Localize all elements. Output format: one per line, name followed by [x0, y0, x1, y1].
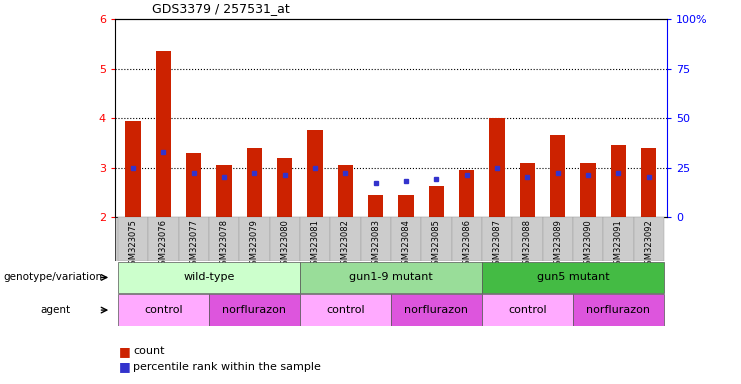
- Bar: [580, 162, 596, 217]
- Text: GDS3379 / 257531_at: GDS3379 / 257531_at: [152, 2, 290, 15]
- Bar: [482, 217, 512, 261]
- Bar: [641, 148, 657, 217]
- Text: control: control: [144, 305, 183, 315]
- Bar: [209, 217, 239, 261]
- Bar: [603, 217, 634, 261]
- Bar: [550, 136, 565, 217]
- Text: agent: agent: [41, 305, 71, 315]
- Bar: [542, 217, 573, 261]
- Text: GSM323076: GSM323076: [159, 219, 168, 270]
- Bar: [391, 295, 482, 326]
- Bar: [125, 121, 141, 217]
- Text: GSM323078: GSM323078: [219, 219, 228, 270]
- Bar: [482, 295, 573, 326]
- Bar: [573, 295, 664, 326]
- Bar: [186, 153, 202, 217]
- Bar: [573, 217, 603, 261]
- Text: GSM323075: GSM323075: [128, 219, 138, 270]
- Text: ■: ■: [119, 360, 130, 373]
- Text: control: control: [326, 305, 365, 315]
- Bar: [300, 262, 482, 293]
- Bar: [156, 51, 171, 217]
- Bar: [634, 217, 664, 261]
- Bar: [490, 118, 505, 217]
- Bar: [118, 295, 209, 326]
- Text: GSM323079: GSM323079: [250, 219, 259, 270]
- Text: GSM323086: GSM323086: [462, 219, 471, 270]
- Text: GSM323091: GSM323091: [614, 219, 623, 270]
- Bar: [308, 131, 322, 217]
- Bar: [330, 217, 361, 261]
- Text: norflurazon: norflurazon: [222, 305, 286, 315]
- Text: GSM323081: GSM323081: [310, 219, 319, 270]
- Bar: [611, 145, 626, 217]
- Bar: [216, 165, 232, 217]
- Bar: [421, 217, 451, 261]
- Text: norflurazon: norflurazon: [405, 305, 468, 315]
- Text: percentile rank within the sample: percentile rank within the sample: [133, 362, 322, 372]
- Bar: [118, 217, 148, 261]
- Bar: [300, 217, 330, 261]
- Text: GSM323089: GSM323089: [554, 219, 562, 270]
- Bar: [338, 165, 353, 217]
- Bar: [247, 148, 262, 217]
- Text: control: control: [508, 305, 547, 315]
- Bar: [368, 195, 383, 217]
- Bar: [239, 217, 270, 261]
- Bar: [482, 262, 664, 293]
- Text: gun1-9 mutant: gun1-9 mutant: [349, 272, 433, 283]
- Text: GSM323082: GSM323082: [341, 219, 350, 270]
- Text: ■: ■: [119, 345, 130, 358]
- Bar: [399, 195, 413, 217]
- Text: GSM323083: GSM323083: [371, 219, 380, 270]
- Text: genotype/variation: genotype/variation: [4, 272, 103, 283]
- Text: GSM323087: GSM323087: [493, 219, 502, 270]
- Bar: [512, 217, 542, 261]
- Bar: [209, 295, 300, 326]
- Bar: [148, 217, 179, 261]
- Bar: [429, 186, 444, 217]
- Bar: [519, 162, 535, 217]
- Bar: [300, 295, 391, 326]
- Bar: [118, 262, 300, 293]
- Text: norflurazon: norflurazon: [586, 305, 651, 315]
- Bar: [391, 217, 421, 261]
- Bar: [179, 217, 209, 261]
- Text: gun5 mutant: gun5 mutant: [536, 272, 609, 283]
- Bar: [270, 217, 300, 261]
- Text: GSM323084: GSM323084: [402, 219, 411, 270]
- Text: GSM323088: GSM323088: [523, 219, 532, 270]
- Text: wild-type: wild-type: [183, 272, 235, 283]
- Text: GSM323080: GSM323080: [280, 219, 289, 270]
- Bar: [459, 170, 474, 217]
- Bar: [451, 217, 482, 261]
- Bar: [361, 217, 391, 261]
- Bar: [277, 158, 292, 217]
- Text: count: count: [133, 346, 165, 356]
- Text: GSM323090: GSM323090: [583, 219, 593, 270]
- Text: GSM323077: GSM323077: [189, 219, 199, 270]
- Text: GSM323092: GSM323092: [644, 219, 654, 270]
- Text: GSM323085: GSM323085: [432, 219, 441, 270]
